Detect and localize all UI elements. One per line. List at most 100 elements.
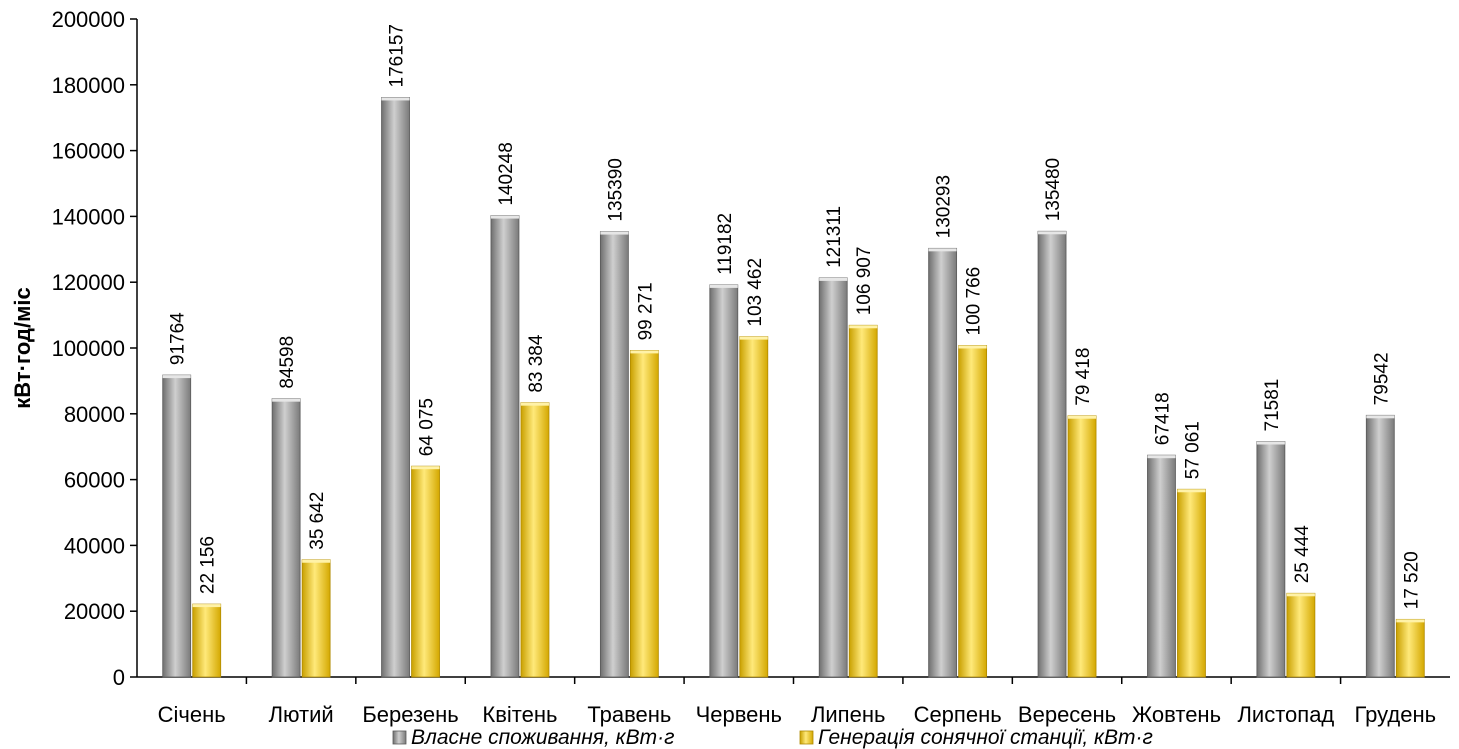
data-label-consumption: 121311 [824,206,845,268]
y-tick-label: 180000 [52,73,125,98]
y-tick-label: 20000 [64,599,125,624]
bar-generation [629,349,659,678]
data-label-consumption: 135390 [605,158,626,221]
data-label-generation: 17 520 [1401,551,1422,609]
data-label-generation: 103 462 [745,258,766,327]
bar-consumption [1147,454,1176,678]
bar-generation [1067,415,1097,678]
bar-consumption [928,247,958,678]
data-label-generation: 100 766 [964,267,985,336]
y-tick-label: 100000 [52,336,125,361]
bar-consumption [271,398,301,678]
bar-consumption [490,215,520,678]
y-tick-label: 60000 [64,468,125,493]
data-label-consumption: 91764 [168,312,189,365]
data-label-generation: 22 156 [198,536,219,594]
bar-generation [1177,488,1206,678]
bar-generation [958,345,988,678]
bar-consumption-top [162,375,191,379]
legend: Власне споживання, кВт·г Генерація сонячн… [392,726,1153,749]
category-label: Червень [696,702,782,727]
bar-generation-top [739,336,768,340]
bar-consumption-top [381,97,410,101]
data-label-generation: 79 418 [1073,348,1094,406]
y-tick-label: 200000 [52,7,125,32]
bar-generation-top [1068,415,1097,419]
axes [130,18,1450,684]
bar-generation-top [849,325,878,329]
data-labels: 91764 22 156 84598 35 642 176157 64 075 140248… [168,24,1423,609]
category-label: Грудень [1354,702,1436,727]
bar-consumption [1365,414,1395,678]
bar-generation [739,336,769,678]
data-label-consumption: 140248 [496,142,517,205]
bar-consumption-top [928,248,957,252]
bar-generation [1286,592,1316,678]
bar-generation-top [520,402,549,406]
bar-consumption-top [1256,441,1285,445]
bar-generation [1395,618,1425,678]
bar-consumption [1037,230,1067,678]
bar-generation [848,324,878,678]
bar-generation [192,603,222,678]
bar-generation [411,465,440,678]
category-label: Липень [811,702,886,727]
category-label: Січень [158,702,226,727]
bar-consumption-top [819,277,848,281]
bar-generation [301,559,331,678]
bar-consumption-top [1038,231,1067,235]
y-tick-labels: 0 20000 40000 60000 80000 100000 120000 140000 1… [52,7,125,690]
data-label-consumption: 84598 [277,336,298,389]
y-tick-label: 120000 [52,270,125,295]
category-label: Травень [587,702,671,727]
bar-generation-top [1286,593,1315,597]
y-tick-label: 160000 [52,139,125,164]
category-label: Жовтень [1132,702,1221,727]
category-label: Листопад [1237,702,1334,727]
legend-label-generation: Генерація сонячної станції, кВт·г [818,726,1153,749]
data-label-consumption: 130293 [934,175,955,238]
bars [162,97,1425,678]
legend-swatch-consumption [392,730,407,745]
bar-generation [520,402,550,678]
category-label: Вересень [1018,702,1116,727]
data-label-generation: 64 075 [417,398,438,456]
legend-swatch-generation [799,730,814,745]
bar-consumption-top [272,398,301,402]
data-label-generation: 99 271 [635,282,656,340]
y-axis-label: кВт·год/міс [10,287,35,408]
category-labels: Січень Лютий Березень Квітень Травень Червень… [158,702,1436,727]
bar-consumption-top [600,231,629,235]
data-label-generation: 35 642 [307,492,328,550]
bar-generation-top [1177,489,1206,493]
bar-generation-top [1396,619,1425,623]
data-label-consumption: 119182 [715,213,736,275]
bar-generation-top [630,350,659,354]
data-label-consumption: 176157 [387,24,408,87]
data-label-consumption: 135480 [1043,158,1064,221]
bar-generation-top [192,604,221,608]
bar-consumption-top [490,215,519,219]
legend-label-consumption: Власне споживання, кВт·г [411,726,674,749]
bar-generation-top [958,345,987,349]
bar-consumption-top [709,284,738,288]
bar-consumption-top [1366,415,1395,419]
bar-generation-top [411,466,440,470]
data-label-generation: 25 444 [1292,525,1313,584]
data-label-consumption: 79542 [1371,352,1392,405]
bar-consumption [709,284,739,678]
bar-consumption [818,277,848,678]
data-label-generation: 106 907 [854,247,875,316]
bar-consumption [1256,441,1286,678]
y-tick-label: 0 [113,665,125,690]
data-label-consumption: 67418 [1152,392,1173,445]
data-label-generation: 83 384 [526,334,547,393]
bar-consumption-top [1147,455,1176,459]
category-label: Квітень [482,702,557,727]
y-tick-label: 80000 [64,402,125,427]
y-tick-label: 40000 [64,533,125,558]
bar-consumption [381,97,410,678]
bar-consumption [162,374,192,678]
data-label-generation: 57 061 [1182,421,1203,479]
